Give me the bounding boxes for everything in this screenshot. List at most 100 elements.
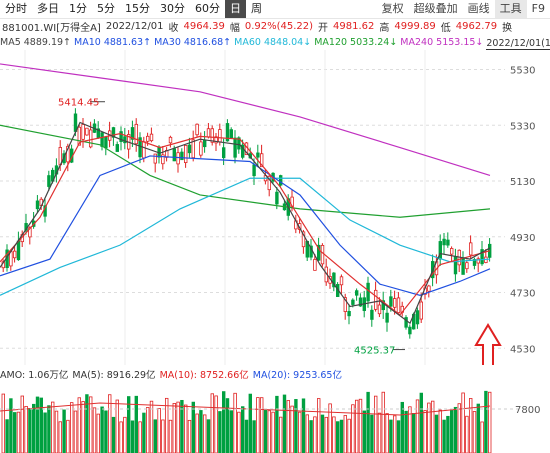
- volume-bar: [446, 415, 450, 453]
- volume-bar: [108, 394, 112, 453]
- candle: [339, 276, 344, 286]
- candle: [145, 135, 150, 142]
- volume-bar: [199, 410, 203, 453]
- candle: [161, 154, 165, 165]
- tab-5min[interactable]: 5分: [97, 2, 115, 15]
- volume-bar: [278, 416, 283, 453]
- draw-line-button[interactable]: 画线: [467, 2, 490, 15]
- volume-bar: [358, 398, 363, 453]
- tab-weekly[interactable]: 周: [251, 2, 262, 15]
- volume-bar: [484, 390, 488, 453]
- candle: [415, 310, 420, 325]
- tab-multi-day[interactable]: 多日: [37, 2, 59, 15]
- ma30-value: MA30 4816.68↑: [154, 36, 232, 48]
- tab-15min[interactable]: 15分: [125, 2, 150, 15]
- candle: [404, 317, 408, 328]
- candle: [240, 144, 245, 158]
- candle: [199, 141, 203, 156]
- volume-bar: [100, 406, 104, 453]
- up-arrow-marker: [474, 323, 502, 365]
- price-axis-label: 5330: [510, 121, 535, 132]
- volume-bar: [221, 391, 226, 453]
- tab-1min[interactable]: 1分: [69, 2, 87, 15]
- volume-bar: [438, 409, 442, 453]
- volume-bar: [24, 405, 28, 453]
- volume-bar: [130, 420, 135, 453]
- volume-bar: [332, 416, 336, 453]
- volume-bar: [111, 416, 116, 453]
- volume-bar: [51, 401, 55, 453]
- volume-bar: [77, 397, 81, 453]
- candle: [252, 164, 256, 177]
- change-label: 幅: [229, 23, 240, 34]
- candle: [465, 262, 469, 270]
- open-label: 开: [318, 23, 329, 34]
- candle: [358, 297, 363, 307]
- volume-bar: [461, 392, 465, 453]
- volume-bar: [240, 406, 245, 453]
- candle: [206, 128, 211, 138]
- volume-bar: [206, 419, 211, 453]
- tab-intraday[interactable]: 分时: [5, 2, 27, 15]
- candle: [149, 133, 154, 142]
- candle: [85, 127, 89, 136]
- ma-legend: MA5 4889.19↑ MA10 4881.63↑ MA30 4816.68↑…: [0, 35, 550, 50]
- volume-bar: [70, 402, 74, 453]
- volume-bar: [149, 400, 154, 453]
- candle: [142, 141, 146, 159]
- volume-chart[interactable]: 7800: [0, 381, 550, 453]
- vol-ma-line: [0, 402, 491, 416]
- volume-bar: [233, 392, 237, 453]
- volume-bar: [476, 403, 480, 453]
- candle: [183, 144, 188, 164]
- ma240-value: MA240 5153.15↓: [400, 36, 484, 48]
- candle: [446, 239, 450, 246]
- volume-bar: [468, 398, 473, 453]
- volume-bar: [225, 398, 230, 453]
- f9-button[interactable]: F9: [531, 2, 545, 15]
- volume-bar: [85, 394, 89, 453]
- volume-bar: [275, 395, 279, 453]
- tools-button[interactable]: 工具: [494, 0, 527, 18]
- volume-bar: [362, 410, 366, 453]
- candle: [408, 326, 412, 335]
- volume-bar: [62, 409, 66, 453]
- overlay-button[interactable]: 超级叠加: [413, 2, 458, 15]
- price-axis-label: 5130: [510, 177, 535, 188]
- candle: [180, 151, 184, 161]
- low-value: 4962.79: [455, 21, 498, 32]
- price-axis-label: 4730: [510, 289, 535, 300]
- volume-bar: [259, 397, 264, 453]
- volume-bar: [81, 401, 85, 453]
- candle: [480, 249, 484, 265]
- tab-60min[interactable]: 60分: [195, 2, 220, 15]
- volume-bar: [267, 410, 271, 453]
- price-chart[interactable]: 5414.45 4525.37 5530 5330 5130 4930 4730 4530: [0, 50, 550, 365]
- volume-bar: [153, 419, 157, 453]
- candle: [396, 297, 401, 314]
- volume-bar: [187, 419, 192, 453]
- volume-bar: [142, 412, 146, 453]
- candle: [233, 137, 237, 158]
- candle: [442, 238, 446, 246]
- close-value: 4964.39: [183, 21, 225, 32]
- candle: [130, 127, 135, 140]
- tab-daily[interactable]: 日: [225, 0, 246, 18]
- candle: [89, 129, 93, 148]
- volume-bar: [180, 399, 184, 453]
- price-axis-label: 4530: [510, 344, 535, 355]
- tab-30min[interactable]: 30分: [160, 2, 185, 15]
- volume-bar: [115, 399, 119, 453]
- candle: [366, 282, 370, 302]
- high-label: 高: [379, 23, 390, 34]
- range-date[interactable]: 2022/12/01(130日): [486, 35, 550, 50]
- candle: [111, 127, 116, 138]
- adjust-button[interactable]: 复权: [381, 2, 404, 15]
- volume-bar: [168, 419, 173, 453]
- vol-ma5: MA(5): 8916.29亿: [72, 370, 156, 381]
- candle: [354, 290, 359, 296]
- volume-bar: [465, 415, 469, 453]
- volume-bar: [392, 415, 397, 453]
- volume-bar: [328, 403, 332, 453]
- volume-bar: [313, 416, 317, 453]
